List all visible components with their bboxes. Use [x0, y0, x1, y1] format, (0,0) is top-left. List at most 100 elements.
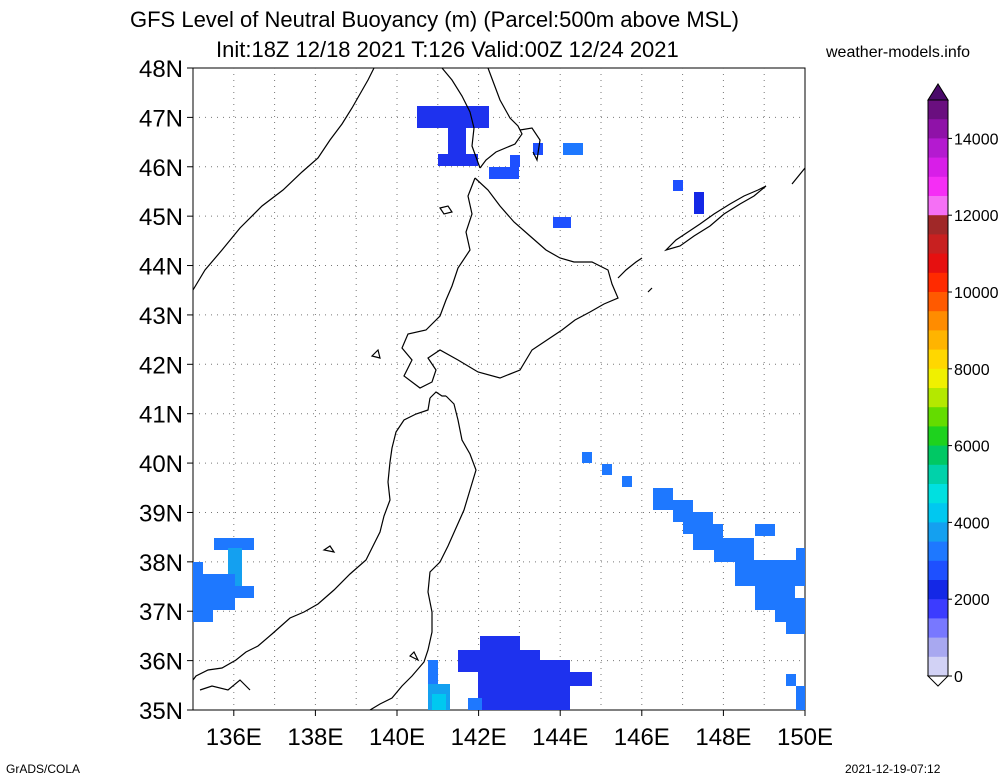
colorbar-swatch: [928, 503, 948, 523]
colorbar-swatch: [928, 541, 948, 562]
lon-label: 142E: [451, 724, 507, 751]
shade-cell: [468, 698, 482, 710]
colorbar-swatch: [928, 464, 948, 485]
colorbar-label: 4000: [954, 515, 990, 532]
lat-label: 41N: [139, 402, 183, 429]
lat-label: 42N: [139, 352, 183, 379]
shade-cell: [786, 674, 796, 686]
lat-label: 46N: [139, 155, 183, 182]
shade-cell: [735, 560, 805, 586]
colorbar-swatch: [928, 445, 948, 466]
aniva-cape: [519, 127, 541, 162]
colorbar-swatch: [928, 157, 948, 178]
colorbar-label: 6000: [954, 439, 990, 456]
mainland-coast: [192, 67, 375, 291]
shade-cell: [193, 574, 235, 610]
shade-cell: [786, 620, 805, 634]
colorbar-label: 8000: [954, 362, 990, 379]
lon-label: 138E: [287, 724, 343, 751]
shade-cell: [432, 694, 446, 710]
colorbar-swatch: [928, 484, 948, 504]
shade-cell: [673, 180, 683, 191]
shade-cell: [553, 217, 571, 228]
shade-cell: [563, 143, 583, 155]
shade-cell: [533, 143, 543, 155]
colorbar-swatch: [928, 311, 948, 331]
map-frame: [192, 67, 806, 711]
rishiri-island: [439, 205, 453, 215]
colorbar-swatch: [928, 330, 948, 351]
honshu-east-coast: [369, 395, 477, 711]
colorbar-label: 0: [954, 669, 963, 686]
lat-label: 43N: [139, 303, 183, 330]
shade-cell: [489, 167, 519, 179]
okushiri-island: [370, 348, 381, 359]
shade-cell: [193, 610, 213, 622]
lon-label: 146E: [614, 724, 670, 751]
lat-label: 44N: [139, 254, 183, 281]
lon-label: 144E: [532, 724, 588, 751]
colorbar-swatch: [928, 292, 948, 312]
shade-cell: [653, 488, 673, 510]
footer-credit: GrADS/COLA: [6, 762, 81, 776]
colorbar-label: 14000: [954, 131, 999, 148]
colorbar-swatch: [928, 138, 948, 159]
colorbar-swatch: [928, 176, 948, 197]
lon-label: 150E: [777, 724, 833, 751]
lon-label: 136E: [206, 724, 262, 751]
lon-label: 140E: [369, 724, 425, 751]
tsugaru-tip: [429, 391, 446, 399]
coastlines: [192, 67, 806, 711]
colorbar-bottom-arrow: [926, 675, 950, 687]
colorbar-swatch: [928, 656, 948, 677]
kuril-islands-chain: [663, 185, 767, 252]
chart-subtitle: Init:18Z 12/18 2021 T:126 Valid:00Z 12/2…: [216, 37, 679, 62]
colorbar-swatch: [928, 100, 948, 120]
colorbar-swatch: [928, 560, 948, 581]
sakhalin-west-coast: [441, 67, 481, 169]
lat-label: 40N: [139, 451, 183, 478]
shade-cell: [622, 476, 632, 487]
colorbar-swatch: [928, 407, 948, 427]
colorbar-label: 10000: [954, 285, 999, 302]
footer-timestamp: 2021-12-19-07:12: [845, 762, 941, 776]
colorbar-label: 2000: [954, 592, 990, 609]
lat-label: 45N: [139, 204, 183, 231]
shade-cell: [448, 128, 466, 158]
colorbar-label: 12000: [954, 208, 999, 225]
colorbar-swatch: [928, 253, 948, 274]
lat-label: 38N: [139, 550, 183, 577]
colorbar-frame: [927, 99, 949, 677]
colorbar-swatch: [928, 272, 948, 293]
shade-cell: [755, 524, 775, 536]
colorbar-top-arrow: [927, 83, 949, 101]
shade-cell: [428, 660, 438, 684]
shade-cell: [478, 660, 570, 710]
colorbar-swatch: [928, 618, 948, 639]
shade-cell: [796, 548, 805, 562]
colorbar-swatch: [928, 196, 948, 216]
kuril-island: [617, 257, 643, 279]
colorbar-swatch: [928, 119, 948, 139]
colorbar-swatch: [928, 426, 948, 447]
shade-cell: [438, 154, 478, 166]
buoyancy-shading: [193, 106, 805, 710]
colorbar-swatch: [928, 522, 948, 543]
sado-island: [322, 545, 336, 553]
colorbar-swatch: [928, 599, 948, 619]
lat-label: 35N: [139, 698, 183, 725]
kuril-island: [647, 287, 653, 293]
map-panel: 48N 47N 46N 45N 44N 43N 42N 41N 40N 39N 38N 37N 36N 3…: [139, 56, 833, 751]
shade-cell: [193, 562, 203, 574]
chart-title: GFS Level of Neutral Buoyancy (m) (Parce…: [130, 7, 739, 32]
colorbar-swatch: [928, 234, 948, 255]
oshima-island: [408, 650, 420, 662]
latitude-axis: 48N 47N 46N 45N 44N 43N 42N 41N 40N 39N 38N 37N 36N 3…: [139, 56, 193, 725]
colorbar-swatch: [928, 349, 948, 370]
longitude-axis: 136E 138E 140E 142E 144E 146E 148E 150E: [206, 710, 833, 751]
site-watermark: weather-models.info: [826, 44, 971, 61]
colorbar-swatch: [928, 580, 948, 600]
colorbar-swatch: [928, 215, 948, 235]
lat-label: 36N: [139, 649, 183, 676]
